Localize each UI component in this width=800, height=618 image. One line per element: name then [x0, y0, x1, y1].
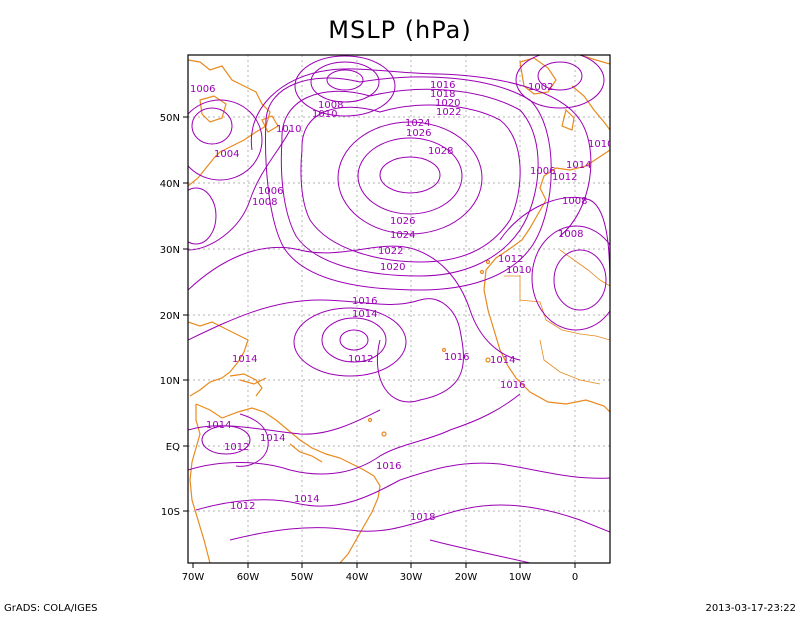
- contour-label: 1012: [230, 501, 255, 512]
- contour-label: 1010: [276, 124, 301, 135]
- contour-label: 1006: [530, 166, 555, 177]
- y-tick-label: 10S: [161, 507, 180, 518]
- contour-label: 1014: [206, 420, 231, 431]
- footer-timestamp: 2013-03-17-23:22: [705, 603, 796, 614]
- contour-label: 1026: [390, 216, 415, 227]
- x-tick-label: 60W: [237, 572, 260, 583]
- contour-label: 1008: [252, 197, 277, 208]
- contour-label: 1020: [435, 98, 460, 109]
- x-tick-label: 0: [572, 572, 578, 583]
- contour-label: 1010: [506, 265, 531, 276]
- y-tick-label: 30N: [160, 245, 180, 256]
- map-frame: [187, 54, 611, 564]
- contour-label: 1024: [405, 118, 430, 129]
- contour-label: 1016: [376, 461, 401, 472]
- contour-label: 1014: [260, 433, 285, 444]
- contour-label: 1014: [490, 355, 515, 366]
- tick-marks: [183, 116, 576, 568]
- contour-label: 1002: [528, 82, 553, 93]
- coastlines: [188, 55, 610, 563]
- y-axis-labels: 50N 40N 30N 20N 10N EQ 10S: [160, 113, 180, 518]
- contour-label: 1014: [566, 160, 591, 171]
- y-tick-label: 50N: [160, 113, 180, 124]
- x-axis-labels: 70W 60W 50W 40W 30W 20W 10W 0: [182, 572, 579, 583]
- x-tick-label: 30W: [400, 572, 423, 583]
- contour-label: 1006: [190, 84, 215, 95]
- contour-label: 1012: [348, 354, 373, 365]
- contour-label: 1006: [258, 186, 283, 197]
- y-tick-label: 20N: [160, 311, 180, 322]
- y-tick-label: EQ: [166, 442, 180, 453]
- graticule: [188, 55, 610, 563]
- isobars: [188, 55, 610, 563]
- contour-label: 1016: [444, 352, 469, 363]
- contour-label: 1014: [294, 494, 319, 505]
- x-tick-label: 50W: [291, 572, 314, 583]
- footer-credit: GrADS: COLA/IGES: [4, 603, 98, 614]
- contour-label: 1004: [214, 149, 239, 160]
- contour-label: 1018: [430, 89, 455, 100]
- contour-label: 1022: [378, 246, 403, 257]
- contour-label: 1008: [558, 229, 583, 240]
- y-tick-label: 10N: [160, 376, 180, 387]
- contour-label: 1016: [352, 296, 377, 307]
- contour-labels: 1006 1016 1018 1020 1022 1024 1026 1028 …: [190, 80, 613, 523]
- contour-label: 1008: [318, 100, 343, 111]
- contour-label: 1012: [224, 442, 249, 453]
- contour-label: 1020: [380, 262, 405, 273]
- x-tick-label: 20W: [455, 572, 478, 583]
- x-tick-label: 10W: [509, 572, 532, 583]
- contour-label: 1014: [352, 309, 377, 320]
- contour-label: 1014: [232, 354, 257, 365]
- contour-label: 1026: [406, 128, 431, 139]
- x-tick-label: 70W: [182, 572, 205, 583]
- contour-label: 1008: [562, 196, 587, 207]
- contour-label: 1010: [312, 109, 337, 120]
- y-tick-label: 40N: [160, 179, 180, 190]
- contour-label: 1016: [500, 380, 525, 391]
- contour-label: 1028: [428, 146, 453, 157]
- contour-label: 1022: [436, 107, 461, 118]
- contour-label: 1018: [410, 512, 435, 523]
- contour-label: 1012: [552, 172, 577, 183]
- contour-label: 1012: [498, 254, 523, 265]
- contour-label: 1024: [390, 230, 415, 241]
- contour-label: 1010: [588, 139, 613, 150]
- map-title: MSLP (hPa): [328, 16, 472, 44]
- contour-label: 1016: [430, 80, 455, 91]
- x-tick-label: 40W: [346, 572, 369, 583]
